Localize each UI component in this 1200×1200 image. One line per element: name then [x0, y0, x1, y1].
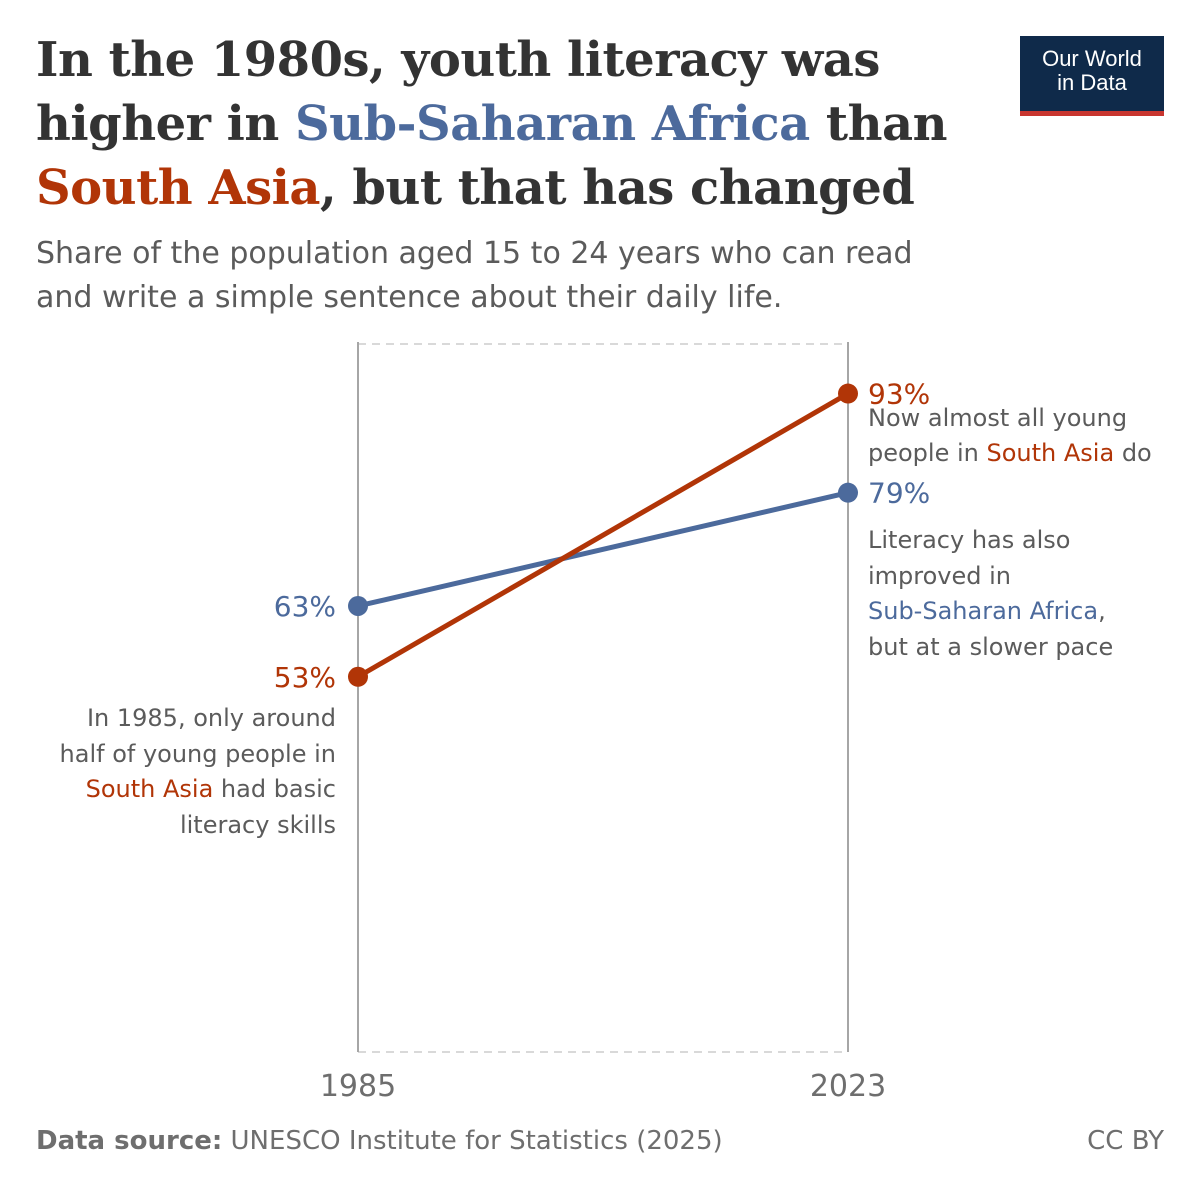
annotation-line: Literacy has also [868, 526, 1070, 554]
logo-line-2: in Data [1057, 70, 1127, 95]
point-south-asia-1985[interactable] [348, 666, 368, 687]
annotation-line: improved in [868, 562, 1011, 590]
label-ssa-1985: 63% [274, 590, 336, 623]
chart-subtitle: Share of the population aged 15 to 24 ye… [36, 236, 913, 315]
source-label: Data source: [36, 1126, 223, 1156]
annotation-line: Now almost all young [868, 404, 1127, 432]
title-part-5: , but that has changed [319, 160, 915, 216]
title-south-asia: South Asia [36, 160, 320, 216]
x-tick-2023: 2023 [810, 1069, 886, 1104]
owid-logo[interactable]: Our World in Data [1020, 36, 1164, 116]
annotation-line: but at a slower pace [868, 633, 1113, 661]
label-ssa-2023: 79% [868, 477, 930, 510]
label-south-asia-2023: 93% [868, 378, 930, 411]
series-line-south-asia [355, 391, 851, 680]
data-source: Data source: UNESCO Institute for Statis… [36, 1126, 723, 1156]
label-south-asia-1985: 53% [274, 661, 336, 694]
title-ssa: Sub-Saharan Africa [294, 96, 810, 152]
series-line-ssa [355, 490, 851, 609]
annotation-line: people in South Asia do [868, 439, 1152, 467]
logo-line-1: Our World [1042, 46, 1142, 71]
annotation-south-asia-1985: In 1985, only around half of young peopl… [60, 704, 336, 839]
title-part-3: than [809, 96, 948, 152]
annotation-line: half of young people in [60, 740, 336, 768]
source-text: UNESCO Institute for Statistics (2025) [222, 1126, 723, 1156]
annotation-south-asia-2023: Now almost all young people in South Asi… [868, 404, 1152, 467]
chart-title: In the 1980s, youth literacy was higher … [36, 28, 996, 220]
annotation-line: In 1985, only around [87, 704, 336, 732]
point-ssa-1985[interactable] [348, 595, 368, 616]
license[interactable]: CC BY [1087, 1126, 1164, 1156]
point-ssa-2023[interactable] [838, 482, 858, 503]
slope-chart: 1985 2023 63% 53% 93% 79% In 1985, only … [60, 342, 1152, 1104]
point-south-asia-2023[interactable] [838, 383, 858, 404]
annotation-line: South Asia had basic [86, 775, 336, 803]
x-tick-1985: 1985 [320, 1069, 396, 1104]
annotation-line: Sub-Saharan Africa, [868, 597, 1106, 625]
title-part-1: In the 1980s, youth literacy was higher … [36, 32, 880, 152]
annotation-line: literacy skills [180, 811, 336, 839]
annotation-ssa-2023: Literacy has also improved in Sub-Sahara… [868, 526, 1113, 661]
